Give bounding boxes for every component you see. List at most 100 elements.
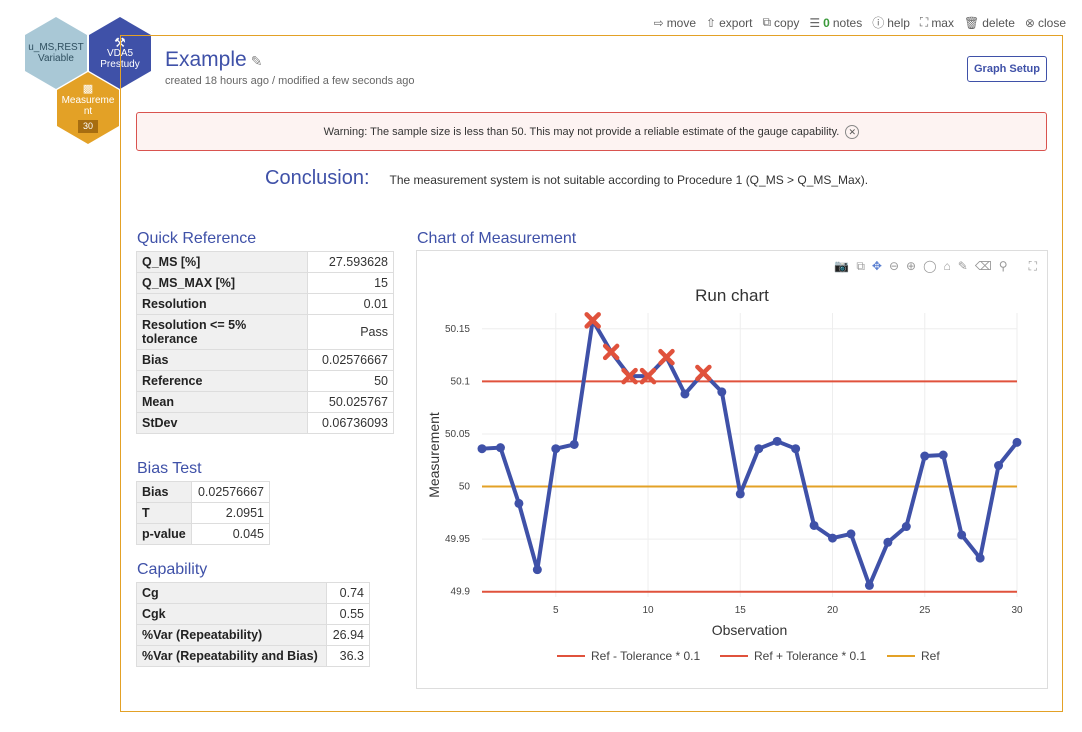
table-row: Reference 50 [136, 370, 394, 392]
pan-icon[interactable]: ✥ [871, 259, 882, 273]
chart-modebar: 📷 ⧉ ✥ ⊖ ⊕ ◯ ⌂ ✎ ⌫ ⚲ ⛶ [834, 259, 1037, 274]
quick-reference-title: Quick Reference [137, 230, 257, 247]
y-axis-label: Measurement [426, 412, 442, 498]
close-label: close [1037, 15, 1066, 30]
camera-icon[interactable]: 📷 [834, 259, 850, 273]
export-icon: ⇧ [706, 15, 717, 30]
data-point [791, 444, 801, 454]
hex-measurement-line1: Measureme [61, 94, 115, 106]
conclusion-text: The measurement system is not suitable a… [389, 173, 869, 187]
notes-button[interactable]: ☰ 0 notes [809, 14, 862, 31]
hex-variable-line2: Variable [38, 53, 74, 64]
table-row: Resolution <= 5% tolerance Pass [136, 314, 394, 350]
notes-icon: ☰ [809, 15, 821, 30]
qr-key: Resolution [136, 293, 308, 315]
flagged-point [621, 367, 638, 385]
table-row: %Var (Repeatability and Bias) 36.3 [136, 645, 371, 667]
table-row: %Var (Repeatability) 26.94 [136, 624, 371, 646]
data-point [938, 450, 948, 460]
data-point [883, 537, 893, 547]
move-label: move [666, 15, 697, 30]
erase-icon[interactable]: ⌫ [974, 259, 992, 273]
data-point [828, 533, 838, 543]
x-tick-label: 10 [642, 605, 654, 616]
copy-label: copy [774, 15, 800, 30]
move-button[interactable]: ⇨ move [654, 14, 696, 31]
help-label: help [887, 15, 910, 30]
cap-value: 26.94 [325, 624, 371, 646]
qr-value: 50 [307, 370, 394, 392]
y-tick-label: 49.9 [451, 587, 471, 598]
data-point [735, 489, 745, 499]
cap-key: Cg [136, 582, 327, 604]
delete-label: delete [982, 15, 1015, 30]
run-chart: Run chart 5 10 15 20 25 30 49.9 49.95 50 50.05 50.1… [422, 283, 1042, 683]
close-warning-icon[interactable]: ✕ [845, 124, 860, 139]
key-icon[interactable]: ⚲ [998, 259, 1008, 273]
chart-container: 📷 ⧉ ✥ ⊖ ⊕ ◯ ⌂ ✎ ⌫ ⚲ ⛶ Run chart 5 10 15 20 25… [416, 250, 1048, 689]
legend-entry: Ref - Tolerance * 0.1 [591, 649, 700, 663]
analysis-panel [120, 35, 1063, 712]
close-button[interactable]: ⊗ close [1025, 14, 1066, 31]
table-row: T 2.0951 [135, 502, 270, 524]
hex-variable-line1: u_MS,REST [28, 42, 84, 53]
page-title-text[interactable]: Example [165, 48, 247, 71]
top-toolbar: ⇨ move ⇧ export ⧉ copy ☰ 0 notes ⓘ help ⛶ max 🗑… [654, 14, 1066, 31]
hex-measurement-line2: nt [83, 105, 93, 117]
qr-value: 15 [307, 272, 394, 294]
x-tick-label: 15 [735, 605, 747, 616]
qr-key: Resolution <= 5% tolerance [136, 314, 308, 350]
cap-value: 0.74 [325, 582, 371, 604]
x-tick-label: 30 [1011, 605, 1023, 616]
hex-measurement-badge: 30 [77, 119, 98, 133]
notes-count: 0 [823, 15, 830, 30]
zoom-out-icon[interactable]: ⊖ [888, 259, 900, 273]
data-point [957, 530, 967, 540]
home-icon[interactable]: ⌂ [943, 259, 951, 273]
data-point [846, 529, 856, 539]
save-icon[interactable]: ⧉ [856, 259, 865, 273]
fullscreen-icon[interactable]: ⛶ [1028, 259, 1037, 273]
table-row: Cgk 0.55 [136, 603, 371, 625]
cap-value: 0.55 [325, 603, 371, 625]
delete-button[interactable]: 🗑 delete [964, 14, 1015, 31]
flagged-point [602, 343, 620, 361]
legend-entry: Ref + Tolerance * 0.1 [754, 649, 867, 663]
data-point [772, 436, 782, 446]
table-row: Cg 0.74 [136, 582, 371, 604]
max-label: max [931, 15, 954, 30]
copy-icon: ⧉ [762, 15, 772, 29]
draw-icon[interactable]: ✎ [957, 259, 968, 273]
help-button[interactable]: ⓘ help [872, 14, 910, 31]
graph-setup-button[interactable]: Graph Setup [967, 56, 1047, 82]
maximize-icon: ⛶ [919, 15, 929, 29]
data-point [975, 553, 985, 563]
table-row: Resolution 0.01 [136, 293, 394, 315]
zoom-in-icon[interactable]: ⊕ [906, 259, 917, 273]
copy-button[interactable]: ⧉ copy [762, 14, 799, 31]
x-tick-label: 25 [919, 605, 931, 616]
qr-key: Mean [136, 391, 308, 413]
flagged-point [639, 367, 657, 385]
capability-title: Capability [137, 561, 208, 578]
export-button[interactable]: ⇧ export [706, 14, 752, 31]
autoscale-icon[interactable]: ◯ [923, 259, 937, 273]
pencil-icon[interactable]: ✎ [250, 53, 263, 69]
trash-icon: 🗑 [963, 15, 980, 30]
data-point [864, 580, 874, 590]
qr-key: Q_MS [%] [136, 251, 308, 273]
data-point [809, 520, 819, 530]
page-title: Example ✎ [165, 48, 262, 72]
x-axis-label: Observation [712, 622, 787, 638]
table-row: StDev 0.06736093 [136, 412, 394, 434]
flagged-point [695, 364, 712, 382]
data-point [680, 389, 690, 399]
table-row: Bias 0.02576667 [136, 349, 394, 371]
warning-banner: Warning: The sample size is less than 50… [136, 112, 1047, 151]
y-tick-label: 50.05 [445, 429, 470, 440]
bt-key: Bias [135, 481, 193, 503]
close-icon: ⊗ [1024, 15, 1035, 30]
bt-value: 0.02576667 [191, 481, 270, 503]
hex-measurement[interactable]: ▩ Measureme nt 30 [57, 72, 119, 144]
max-button[interactable]: ⛶ max [920, 14, 954, 31]
